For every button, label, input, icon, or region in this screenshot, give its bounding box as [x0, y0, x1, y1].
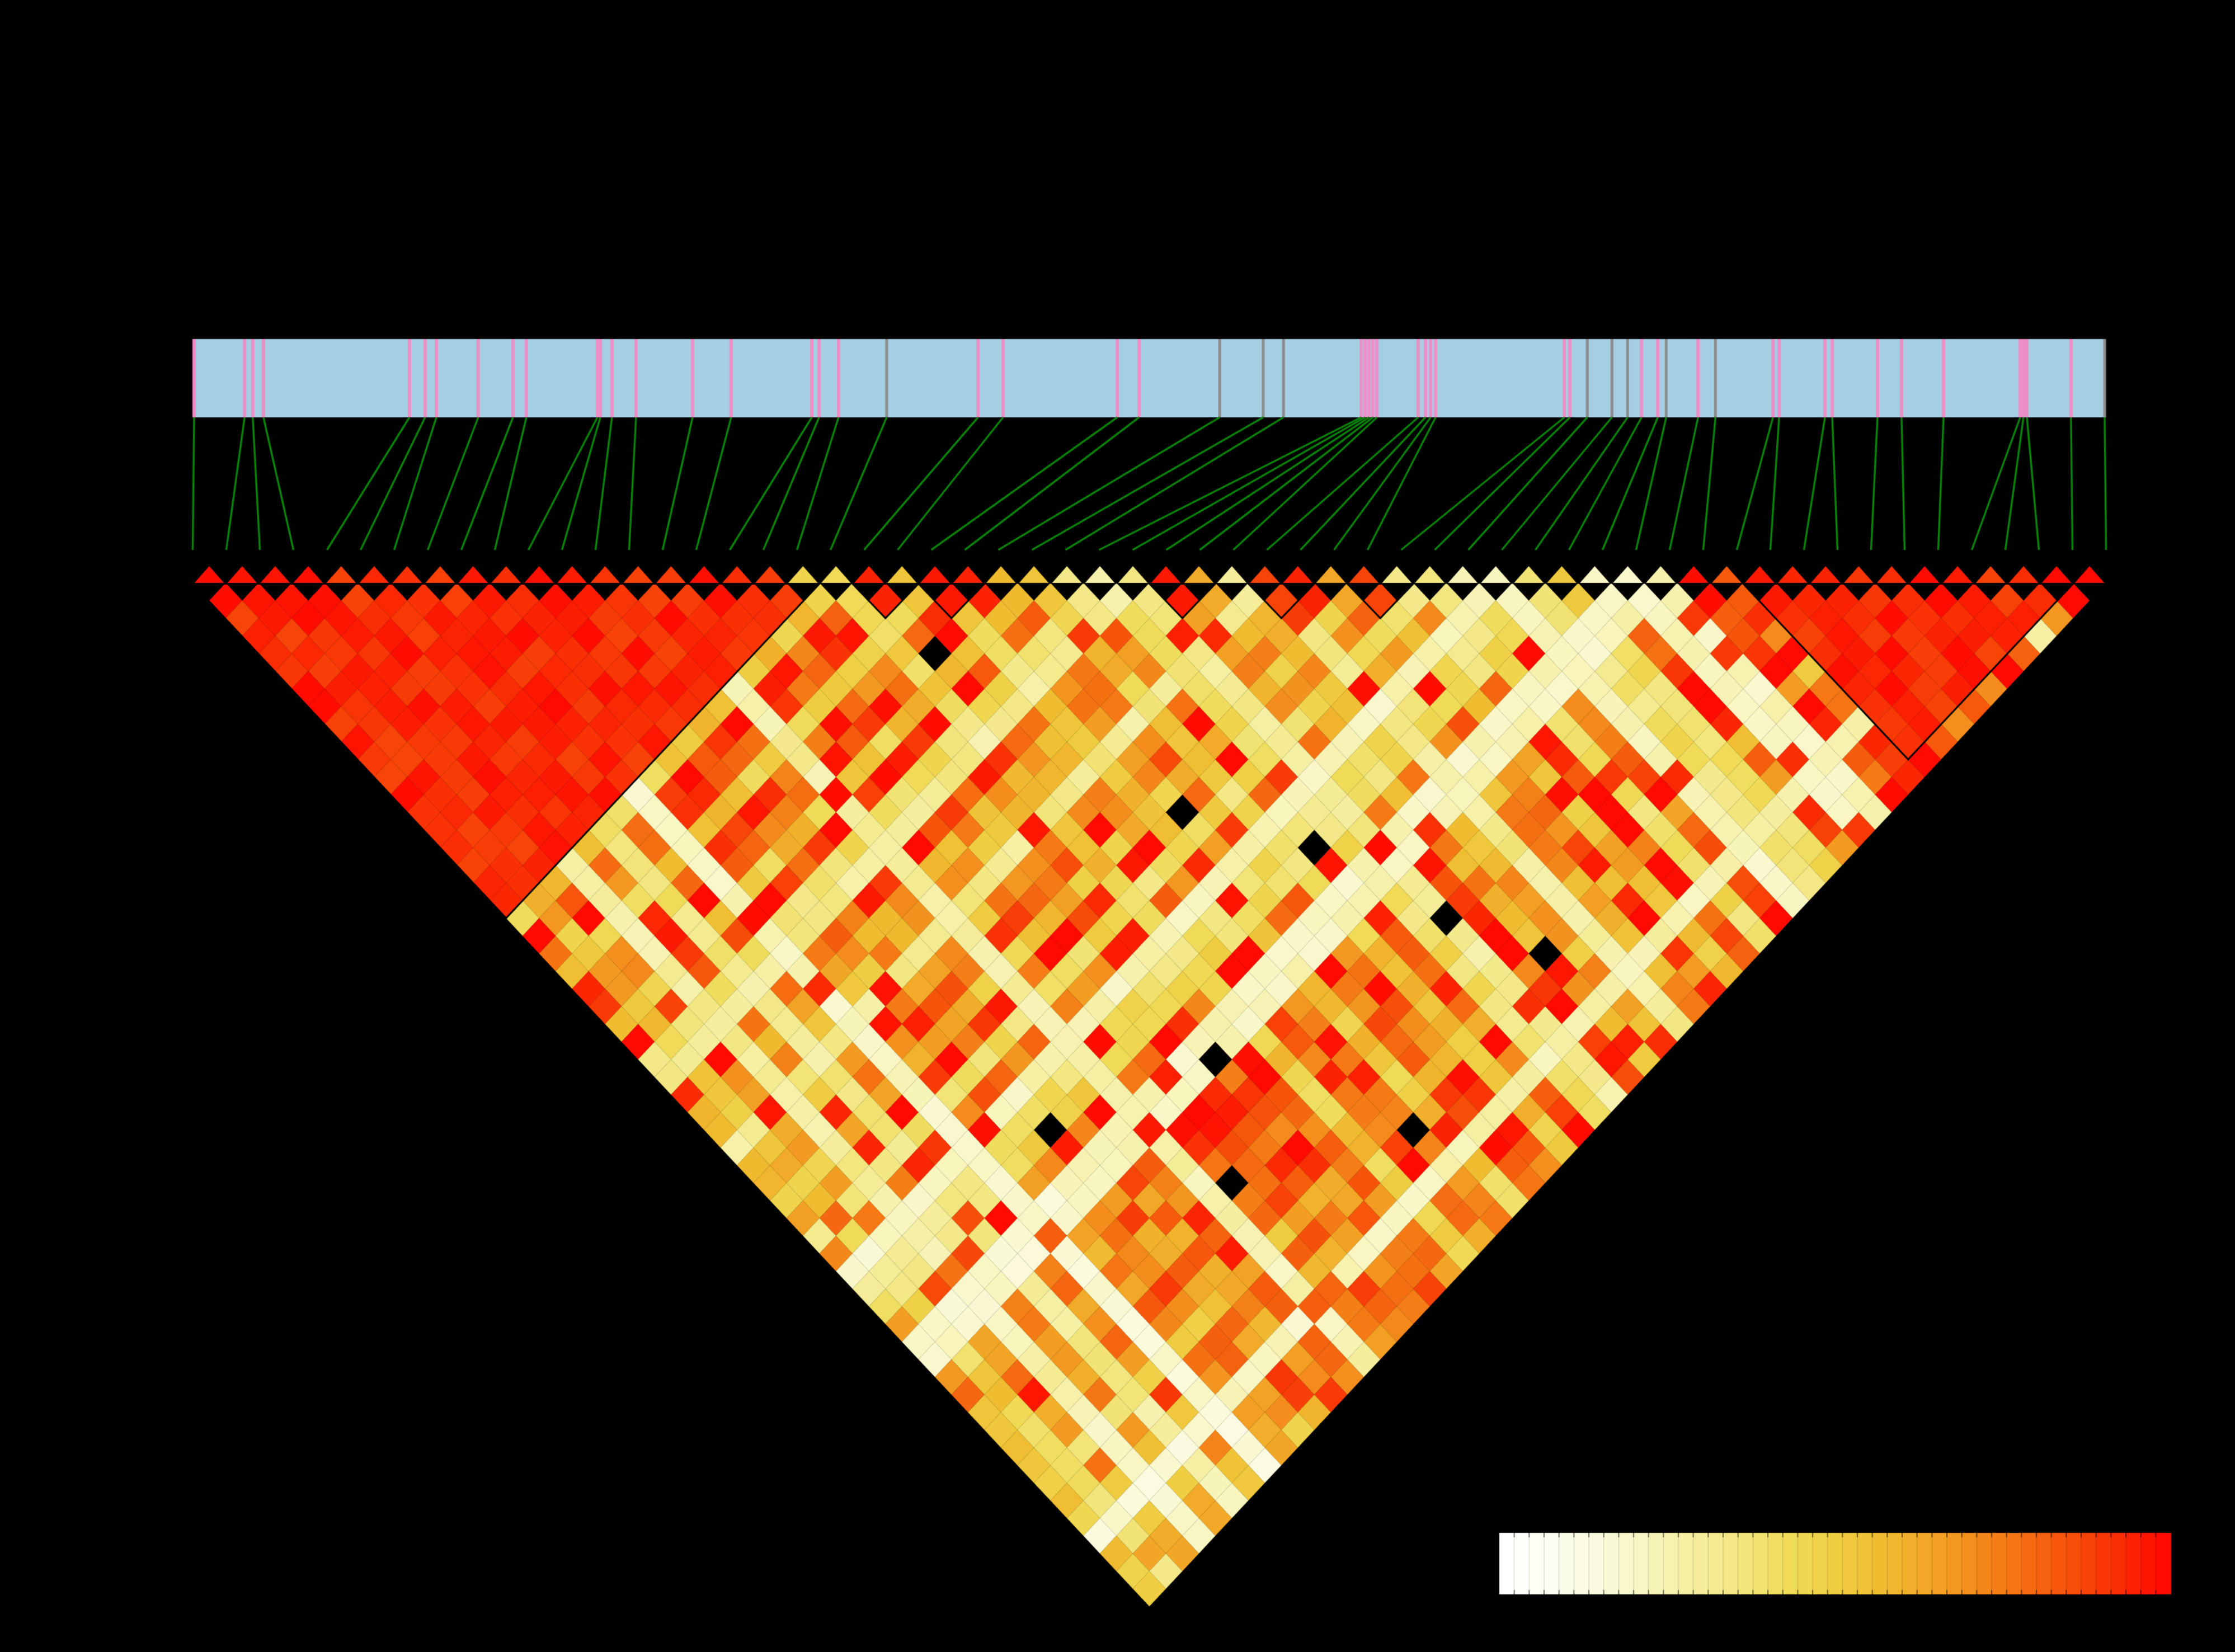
ld-triangle-heatmap: [193, 566, 2106, 1589]
color-scale-bar: [1499, 1533, 2171, 1594]
genomic-region-bar: [194, 339, 2105, 417]
snp-connector-lines: [194, 417, 2105, 550]
